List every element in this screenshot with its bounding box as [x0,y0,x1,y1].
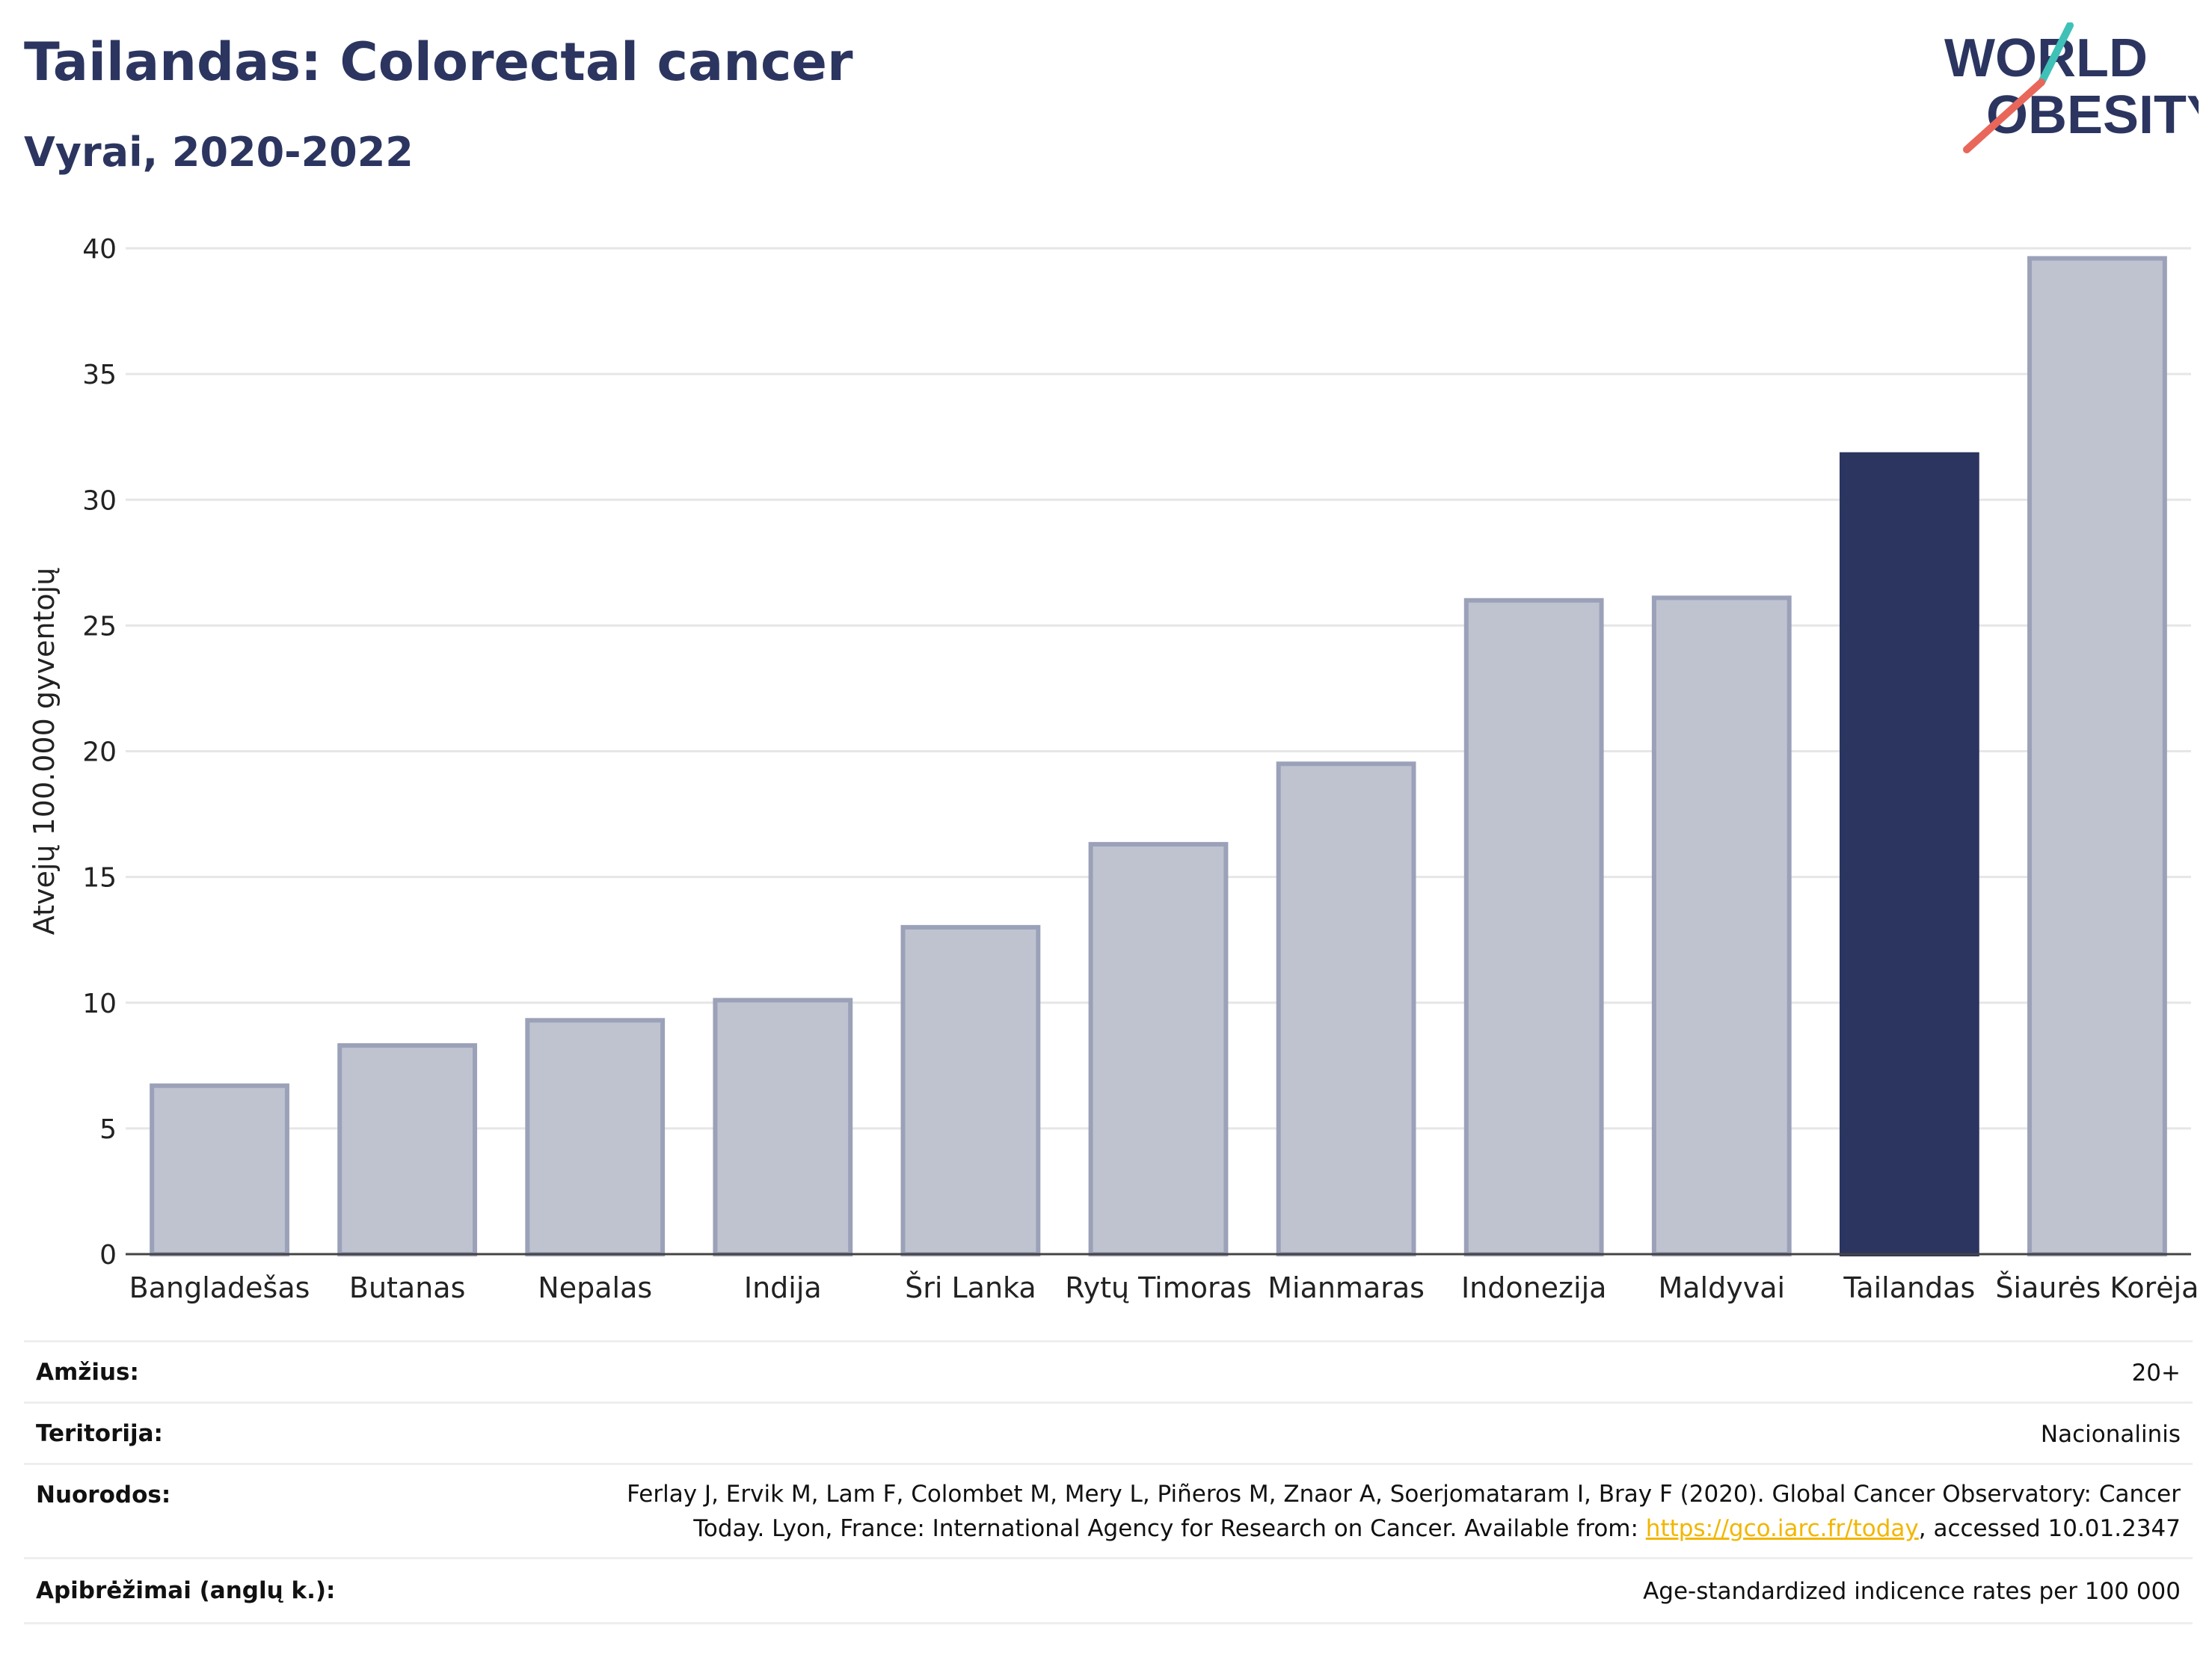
x-category-label: Indija [744,1271,822,1304]
references-value: Ferlay J, Ervik M, Lam F, Colombet M, Me… [461,1477,2181,1546]
meta-row-age: Amžius: 20+ [24,1340,2193,1404]
y-tick-label: 40 [82,234,117,265]
x-category-label: Mianmaras [1268,1271,1425,1304]
bar-Indonezija [1463,598,1604,1256]
bar-Nepalas [525,1018,666,1256]
age-value: 20+ [2131,1360,2181,1387]
world-obesity-logo: WORLD OBESITY [1944,22,2199,153]
x-category-label: Tailandas [1843,1271,1975,1304]
definitions-value: Age-standardized indicence rates per 100… [1643,1578,2181,1605]
x-category-label: Rytų Timoras [1065,1271,1251,1304]
bar-Rytų Timoras [1088,841,1229,1256]
bar-Indija [713,998,853,1256]
x-category-label: Bangladešas [129,1271,310,1304]
references-line-1: Ferlay J, Ervik M, Lam F, Colombet M, Me… [627,1481,2181,1508]
y-tick-label: 35 [82,360,117,390]
references-line-2-end: , accessed 10.01.2347 [1918,1515,2181,1542]
y-tick-labels: 0 5 10 15 20 25 30 35 40 [82,234,117,1271]
bar-Tailandas [1839,452,1979,1256]
bar-Butanas [337,1043,478,1256]
logo-slash-coral [1963,79,2045,153]
chart-subtitle: Vyrai, 2020-2022 [24,129,414,176]
meta-row-definitions: Apibrėžimai (anglų k.): Age-standardized… [24,1557,2193,1624]
references-link[interactable]: https://gco.iarc.fr/today [1645,1515,1919,1542]
territory-label: Teritorija: [36,1420,163,1447]
x-category-label: Nepalas [538,1271,652,1304]
y-axis-label: Atvejų 100.000 gyventojų [28,568,61,935]
logo-slash-teal [2038,22,2074,86]
references-line-2: Today. Lyon, France: International Agenc… [461,1511,2181,1546]
x-category-labels: Bangladešas Butanas Nepalas Indija Šri Lanka… [129,1271,2199,1304]
x-category-label: Maldyvai [1658,1271,1785,1304]
bar-Mianmaras [1276,761,1416,1256]
meta-row-references: Nuorodos: Ferlay J, Ervik M, Lam F, Colo… [24,1463,2193,1559]
references-label: Nuorodos: [36,1481,171,1508]
bars [150,256,2167,1257]
x-category-label: Šiaurės Korėja [1995,1271,2199,1304]
metadata-table: Amžius: 20+ Teritorija: Nacionalinis Nuo… [24,1340,2193,1639]
meta-row-territory: Teritorija: Nacionalinis [24,1401,2193,1465]
age-label: Amžius: [36,1359,139,1386]
y-tick-label: 5 [99,1114,117,1145]
y-tick-label: 0 [99,1240,117,1271]
y-tick-label: 10 [82,989,117,1019]
references-line-2-text: Today. Lyon, France: International Agenc… [693,1515,1646,1542]
x-category-label: Indonezija [1461,1271,1606,1304]
y-tick-label: 20 [82,737,117,768]
chart-title: Tailandas: Colorectal cancer [24,31,853,93]
bar-Šri Lanka [900,924,1041,1256]
y-tick-label: 15 [82,863,117,894]
territory-value: Nacionalinis [2040,1421,2181,1448]
bar-chart: 0 5 10 15 20 25 30 35 40 Bangladešas Butanas Nepal… [28,234,2199,1304]
definitions-label: Apibrėžimai (anglų k.): [36,1577,336,1604]
bar-Maldyvai [1651,595,1792,1256]
x-category-label: Butanas [349,1271,466,1304]
bar-Bangladešas [150,1083,289,1257]
y-tick-label: 30 [82,485,117,516]
x-category-label: Šri Lanka [905,1271,1036,1304]
y-tick-label: 25 [82,611,117,642]
bar-Šiaurės Korėja [2027,256,2167,1257]
